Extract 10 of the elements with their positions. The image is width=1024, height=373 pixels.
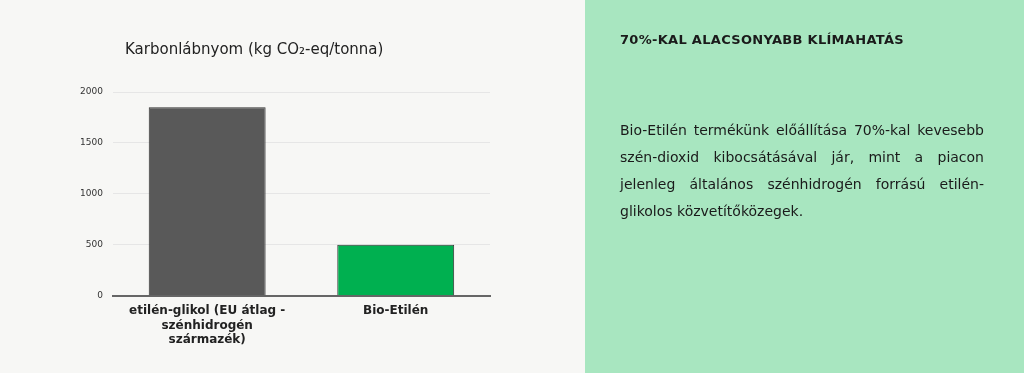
y-tick-label: 500 [85,239,104,250]
y-tick-label: 1000 [80,188,104,199]
x-tick-label: Bio-Etilén [363,303,429,318]
y-tick-label: 1500 [80,137,104,148]
y-tick-label: 0 [97,290,104,301]
chart-title: Karbonlábnyom (kg CO₂-eq/tonna) [125,40,384,58]
y-tick-label: 2000 [80,86,104,97]
text: 70%-KAL ALACSONYABB KLÍMAHATÁS [620,32,905,47]
text: Bio-Etilén termékünk előállítása 70%-kal kevesebb szén-dioxid kibocsátásával jár, mint a piacon jelenleg általános szénhidrogén forrású etilén-glikolos közvetítőközegek. [620,121,984,221]
x-tick-label: etilén-glikol (EU átlag - szénhidrogén származék) [129,303,286,346]
